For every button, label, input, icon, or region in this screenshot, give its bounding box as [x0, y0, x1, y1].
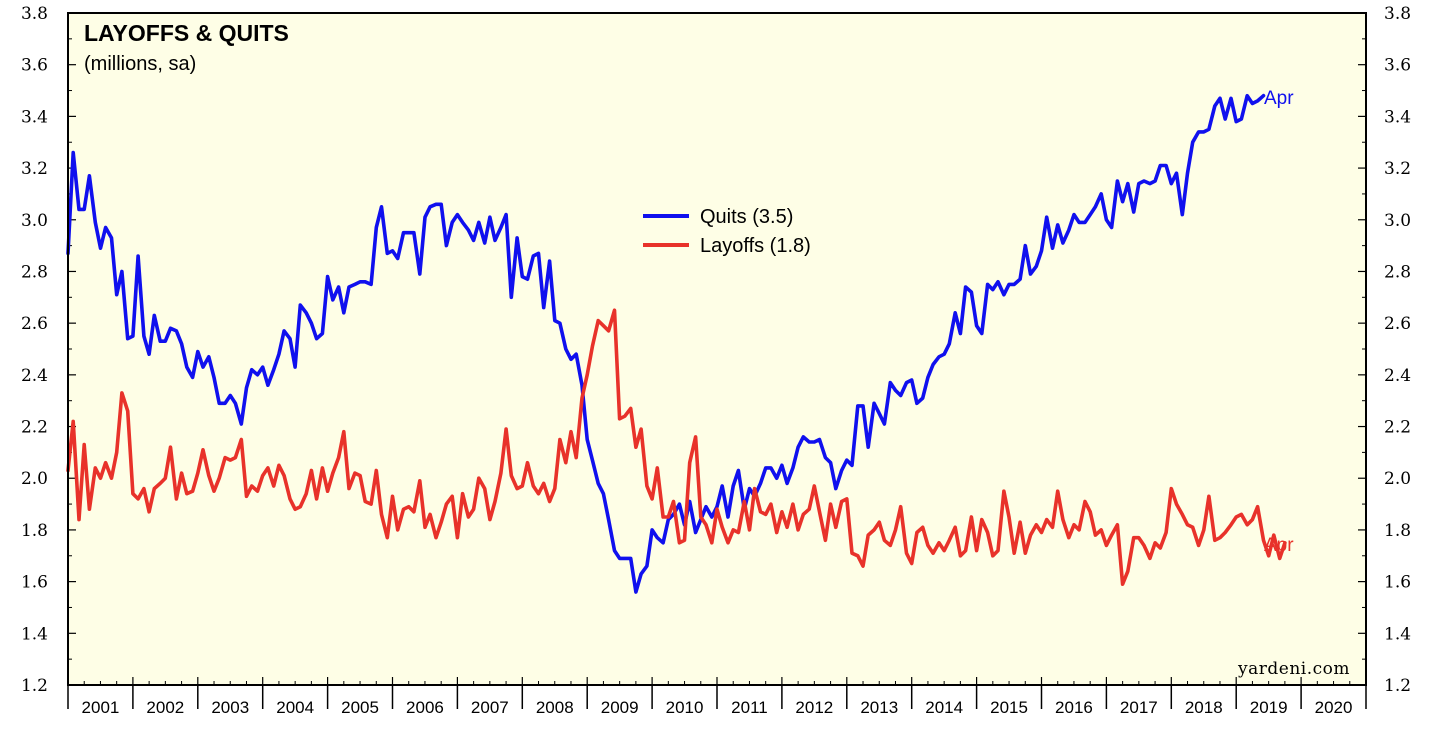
- y-tick-label-left: 2.6: [21, 314, 48, 334]
- x-axis: 2001 2002 2003 2004 2005 2006 2007 2008 2009 2010…: [67, 677, 1367, 717]
- y-tick-label-right: 2.8: [1384, 262, 1411, 282]
- x-tick-label: 2006: [406, 698, 444, 717]
- y-tick-label-right: 3.8: [1384, 4, 1411, 24]
- y-tick-label-right: 1.6: [1384, 573, 1411, 593]
- x-tick-label: 2010: [666, 698, 704, 717]
- plot-area: [68, 13, 1366, 685]
- x-tick-label: 2004: [276, 698, 314, 717]
- quits-series-line: [66, 93, 1266, 594]
- y-tick-label-right: 2.4: [1384, 366, 1411, 386]
- x-tick-label: 2003: [211, 698, 249, 717]
- series-layer: [66, 93, 1287, 594]
- legend-label-layoffs: Layoffs (1.8): [700, 235, 811, 257]
- quits-end-label: Apr: [1264, 88, 1294, 109]
- y-tick-label-left: 3.8: [21, 4, 48, 24]
- y-tick-label-left: 3.6: [21, 56, 48, 76]
- legend: Quits (3.5) Layoffs (1.8): [643, 206, 811, 257]
- y-tick-label-left: 1.4: [21, 624, 48, 644]
- x-tick-label: 2018: [1185, 698, 1223, 717]
- x-tick-label: 2005: [341, 698, 379, 717]
- y-tick-label-left: 1.6: [21, 573, 48, 593]
- y-tick-label-right: 3.2: [1384, 159, 1411, 179]
- y-tick-label-right: 1.2: [1384, 676, 1411, 696]
- layoffs-end-label: Apr: [1264, 535, 1294, 556]
- y-tick-label-left: 3.0: [21, 211, 48, 231]
- y-tick-label-left: 1.2: [21, 676, 48, 696]
- y-tick-label-right: 2.0: [1384, 469, 1411, 489]
- y-tick-label-right: 2.2: [1384, 418, 1411, 438]
- right-y-axis: 1.2 1.4 1.6 1.8 2.0 2.2 2.4 2.6 2.8 3.0 3.2 3.4 3.6 3…: [1358, 4, 1411, 696]
- x-tick-label: 2013: [860, 698, 898, 717]
- plot-frame: [67, 12, 1367, 686]
- y-tick-label-right: 3.6: [1384, 56, 1411, 76]
- source-credit: yardeni.com: [1237, 659, 1350, 679]
- y-tick-label-left: 1.8: [21, 521, 48, 541]
- y-tick-label-right: 3.4: [1384, 107, 1411, 127]
- y-tick-label-left: 2.4: [21, 366, 48, 386]
- chart-subtitle: (millions, sa): [84, 53, 196, 75]
- y-tick-label-left: 3.4: [21, 107, 48, 127]
- y-tick-label-right: 1.4: [1384, 624, 1411, 644]
- x-tick-label: 2014: [925, 698, 963, 717]
- legend-label-quits: Quits (3.5): [700, 206, 793, 228]
- x-tick-label: 2001: [82, 698, 120, 717]
- layoffs-series-line: [66, 308, 1287, 586]
- x-tick-label: 2002: [146, 698, 184, 717]
- x-tick-label: 2016: [1055, 698, 1093, 717]
- y-tick-label-right: 2.6: [1384, 314, 1411, 334]
- x-tick-label: 2011: [731, 698, 768, 717]
- x-tick-label: 2020: [1315, 698, 1353, 717]
- y-tick-label-left: 2.8: [21, 262, 48, 282]
- y-tick-label-right: 1.8: [1384, 521, 1411, 541]
- x-tick-label: 2008: [536, 698, 574, 717]
- x-tick-label: 2019: [1250, 698, 1288, 717]
- y-tick-label-left: 2.2: [21, 418, 48, 438]
- chart-title: LAYOFFS & QUITS: [84, 20, 289, 46]
- x-tick-label: 2007: [471, 698, 509, 717]
- left-y-axis: 1.2 1.4 1.6 1.8 2.0 2.2 2.4 2.6 2.8 3.0 3.2 3.4 3.6 3…: [21, 4, 76, 696]
- x-tick-label: 2015: [990, 698, 1028, 717]
- y-tick-label-left: 2.0: [21, 469, 48, 489]
- y-tick-label-left: 3.2: [21, 159, 48, 179]
- y-tick-label-right: 3.0: [1384, 211, 1411, 231]
- x-tick-label: 2009: [601, 698, 639, 717]
- x-tick-label: 2017: [1120, 698, 1158, 717]
- x-tick-label: 2012: [795, 698, 833, 717]
